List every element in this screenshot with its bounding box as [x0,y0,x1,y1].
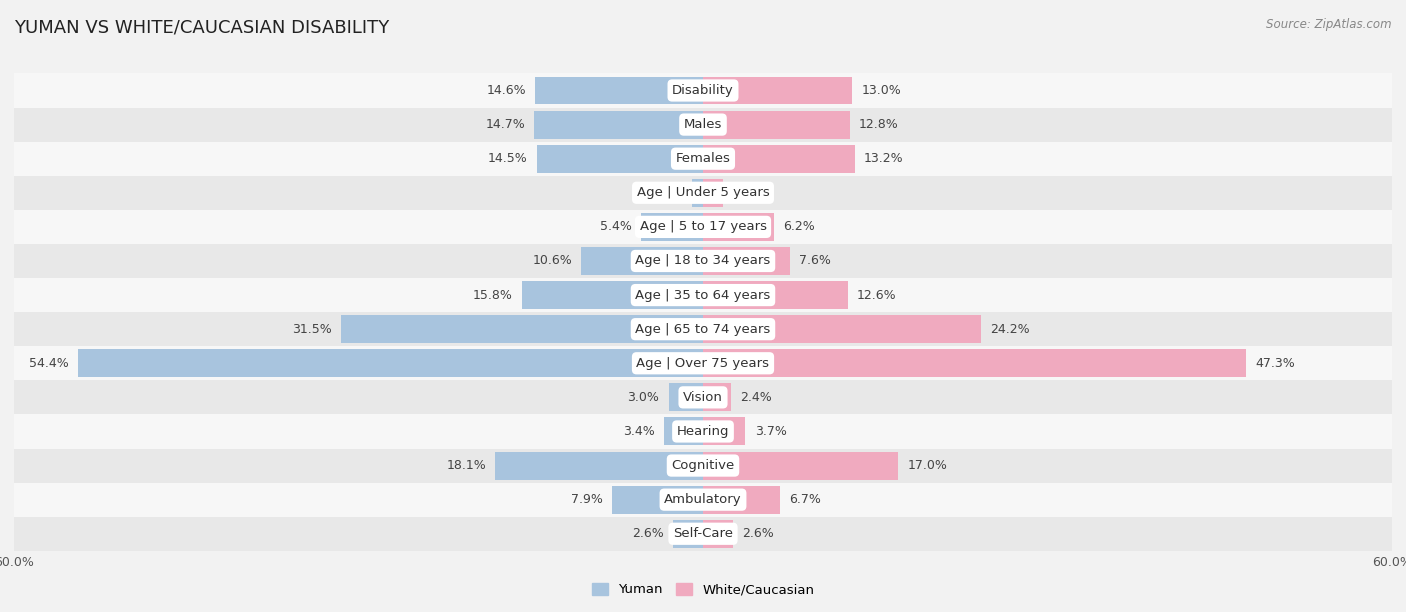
Text: Males: Males [683,118,723,131]
Text: Age | Under 5 years: Age | Under 5 years [637,186,769,200]
Bar [703,76,852,105]
Text: 14.6%: 14.6% [486,84,526,97]
Text: Source: ZipAtlas.com: Source: ZipAtlas.com [1267,18,1392,31]
Text: 12.8%: 12.8% [859,118,898,131]
Bar [703,349,1246,377]
Bar [536,76,703,105]
Bar [692,179,703,207]
Bar [703,452,898,480]
Text: Age | 35 to 64 years: Age | 35 to 64 years [636,289,770,302]
Bar [495,452,703,480]
Text: 18.1%: 18.1% [446,459,486,472]
Bar [14,346,1392,380]
Text: Vision: Vision [683,391,723,404]
Bar [534,111,703,138]
Bar [79,349,703,377]
Bar [14,312,1392,346]
Bar [673,520,703,548]
Bar [14,517,1392,551]
Text: 5.4%: 5.4% [600,220,631,233]
Text: 24.2%: 24.2% [990,323,1029,335]
Bar [703,315,981,343]
Text: Age | Over 75 years: Age | Over 75 years [637,357,769,370]
Bar [14,449,1392,483]
Text: 15.8%: 15.8% [472,289,512,302]
Text: Age | 18 to 34 years: Age | 18 to 34 years [636,255,770,267]
Bar [703,486,780,513]
Bar [14,244,1392,278]
Bar [14,380,1392,414]
Text: 6.2%: 6.2% [783,220,815,233]
Text: 17.0%: 17.0% [907,459,948,472]
Text: 12.6%: 12.6% [856,289,897,302]
Text: YUMAN VS WHITE/CAUCASIAN DISABILITY: YUMAN VS WHITE/CAUCASIAN DISABILITY [14,18,389,36]
Bar [14,278,1392,312]
Text: 6.7%: 6.7% [789,493,821,506]
Text: Age | 65 to 74 years: Age | 65 to 74 years [636,323,770,335]
Text: Self-Care: Self-Care [673,528,733,540]
Bar [612,486,703,513]
Bar [703,144,855,173]
Bar [14,483,1392,517]
Text: Females: Females [675,152,731,165]
Bar [669,383,703,411]
Text: 2.6%: 2.6% [633,528,664,540]
Bar [14,141,1392,176]
Text: 14.7%: 14.7% [485,118,524,131]
Bar [522,281,703,309]
Bar [14,73,1392,108]
Bar [581,247,703,275]
Text: 1.7%: 1.7% [731,186,763,200]
Bar [14,414,1392,449]
Bar [342,315,703,343]
Text: Age | 5 to 17 years: Age | 5 to 17 years [640,220,766,233]
Text: 14.5%: 14.5% [488,152,527,165]
Bar [14,108,1392,141]
Bar [537,144,703,173]
Bar [664,417,703,446]
Text: 3.4%: 3.4% [623,425,655,438]
Bar [703,281,848,309]
Text: 13.0%: 13.0% [862,84,901,97]
Text: Hearing: Hearing [676,425,730,438]
Text: 31.5%: 31.5% [292,323,332,335]
Legend: Yuman, White/Caucasian: Yuman, White/Caucasian [586,578,820,602]
Text: 7.6%: 7.6% [800,255,831,267]
Bar [703,179,723,207]
Bar [703,213,775,241]
Bar [703,520,733,548]
Text: 47.3%: 47.3% [1256,357,1295,370]
Bar [703,383,731,411]
Text: 0.95%: 0.95% [643,186,683,200]
Bar [14,176,1392,210]
Bar [703,417,745,446]
Text: 3.7%: 3.7% [755,425,786,438]
Text: 3.0%: 3.0% [627,391,659,404]
Text: Cognitive: Cognitive [672,459,734,472]
Bar [641,213,703,241]
Bar [703,111,851,138]
Text: 7.9%: 7.9% [571,493,603,506]
Text: 54.4%: 54.4% [30,357,69,370]
Bar [14,210,1392,244]
Bar [703,247,790,275]
Text: 13.2%: 13.2% [863,152,904,165]
Text: Disability: Disability [672,84,734,97]
Text: 2.6%: 2.6% [742,528,773,540]
Text: 2.4%: 2.4% [740,391,772,404]
Text: 10.6%: 10.6% [533,255,572,267]
Text: Ambulatory: Ambulatory [664,493,742,506]
